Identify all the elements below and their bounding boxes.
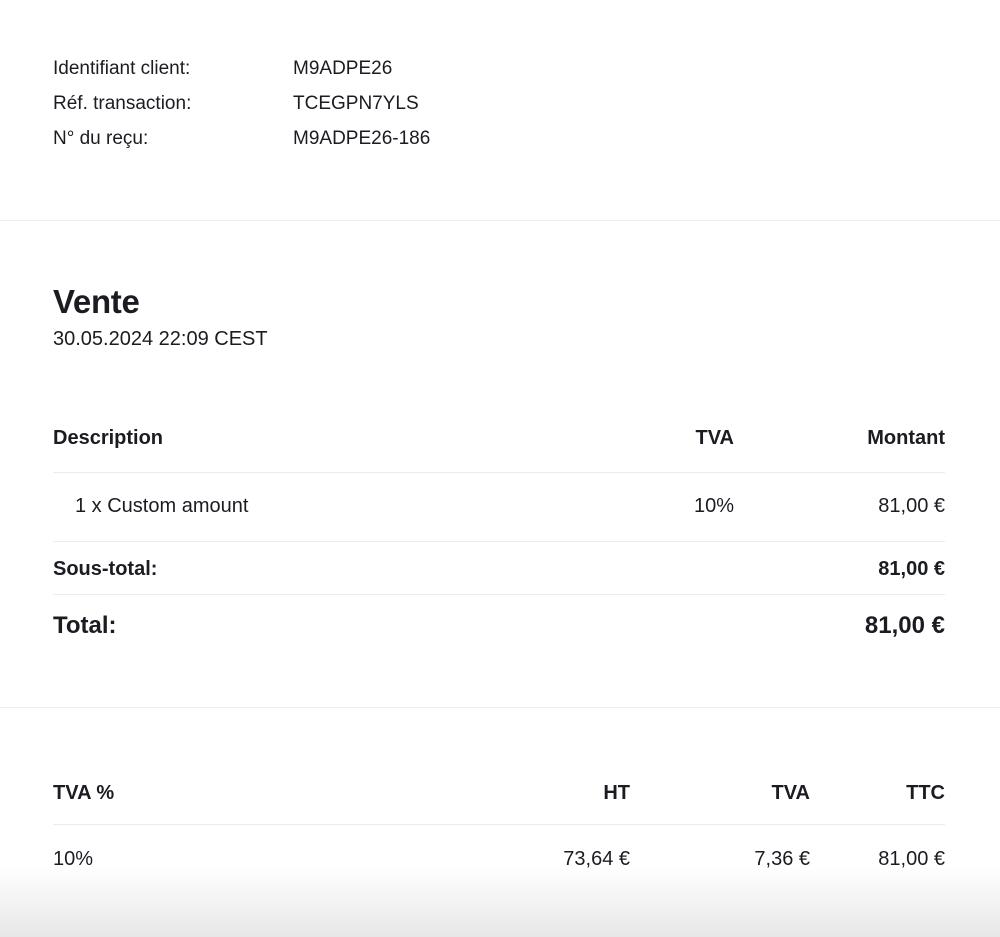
receipt-number-row: N° du reçu: M9ADPE26-186	[53, 121, 945, 156]
total-row: Total: 81,00 €	[53, 595, 945, 641]
subtotal-row: Sous-total: 81,00 €	[53, 542, 945, 595]
tax-tva: 7,36 €	[754, 848, 810, 870]
header-ht: HT	[603, 782, 630, 804]
client-info-block: Identifiant client: M9ADPE26 Réf. transa…	[0, 0, 1000, 156]
transaction-ref-row: Réf. transaction: TCEGPN7YLS	[53, 86, 945, 121]
section-divider	[0, 220, 1000, 221]
tax-ht: 73,64 €	[563, 848, 630, 870]
item-tva: 10%	[693, 495, 734, 517]
client-id-row: Identifiant client: M9ADPE26	[53, 51, 945, 86]
table-row: 10% 73,64 € 7,36 € 81,00 €	[53, 825, 945, 872]
item-montant: 81,00 €	[878, 495, 945, 517]
item-description: 1 x Custom amount	[75, 495, 249, 517]
tax-table: TVA % HT TVA TTC 10% 73,64 € 7,36 € 81,0…	[53, 781, 945, 872]
header-montant: Montant	[867, 427, 945, 449]
receipt-number-label: N° du reçu:	[53, 128, 149, 149]
header-tva-rate: TVA %	[53, 782, 115, 804]
client-id-label: Identifiant client:	[53, 58, 191, 79]
items-table: Description TVA Montant 1 x Custom amoun…	[53, 426, 945, 641]
sale-datetime: 30.05.2024 22:09 CEST	[53, 328, 268, 350]
items-table-header: Description TVA Montant	[53, 426, 945, 473]
tax-ttc: 81,00 €	[878, 848, 945, 870]
tax-table-header: TVA % HT TVA TTC	[53, 781, 945, 825]
header-description: Description	[53, 427, 164, 449]
sale-header: Vente 30.05.2024 22:09 CEST	[53, 282, 945, 352]
subtotal-label: Sous-total:	[53, 558, 158, 580]
header-ttc: TTC	[906, 782, 945, 804]
client-id-value: M9ADPE26	[293, 58, 393, 79]
header-tva: TVA	[695, 427, 734, 449]
page-bottom-shadow	[0, 867, 1000, 937]
transaction-ref-label: Réf. transaction:	[53, 93, 192, 114]
total-label: Total:	[53, 612, 117, 639]
table-row: 1 x Custom amount 10% 81,00 €	[53, 473, 945, 542]
header-tva-amount: TVA	[771, 782, 810, 804]
receipt-number-value: M9ADPE26-186	[293, 128, 431, 149]
tax-rate: 10%	[53, 848, 94, 870]
total-value: 81,00 €	[864, 612, 945, 639]
receipt-document: Identifiant client: M9ADPE26 Réf. transa…	[0, 0, 1000, 872]
subtotal-value: 81,00 €	[878, 558, 945, 580]
page-title: Vente	[53, 283, 140, 320]
transaction-ref-value: TCEGPN7YLS	[293, 93, 419, 114]
section-divider	[0, 707, 1000, 708]
